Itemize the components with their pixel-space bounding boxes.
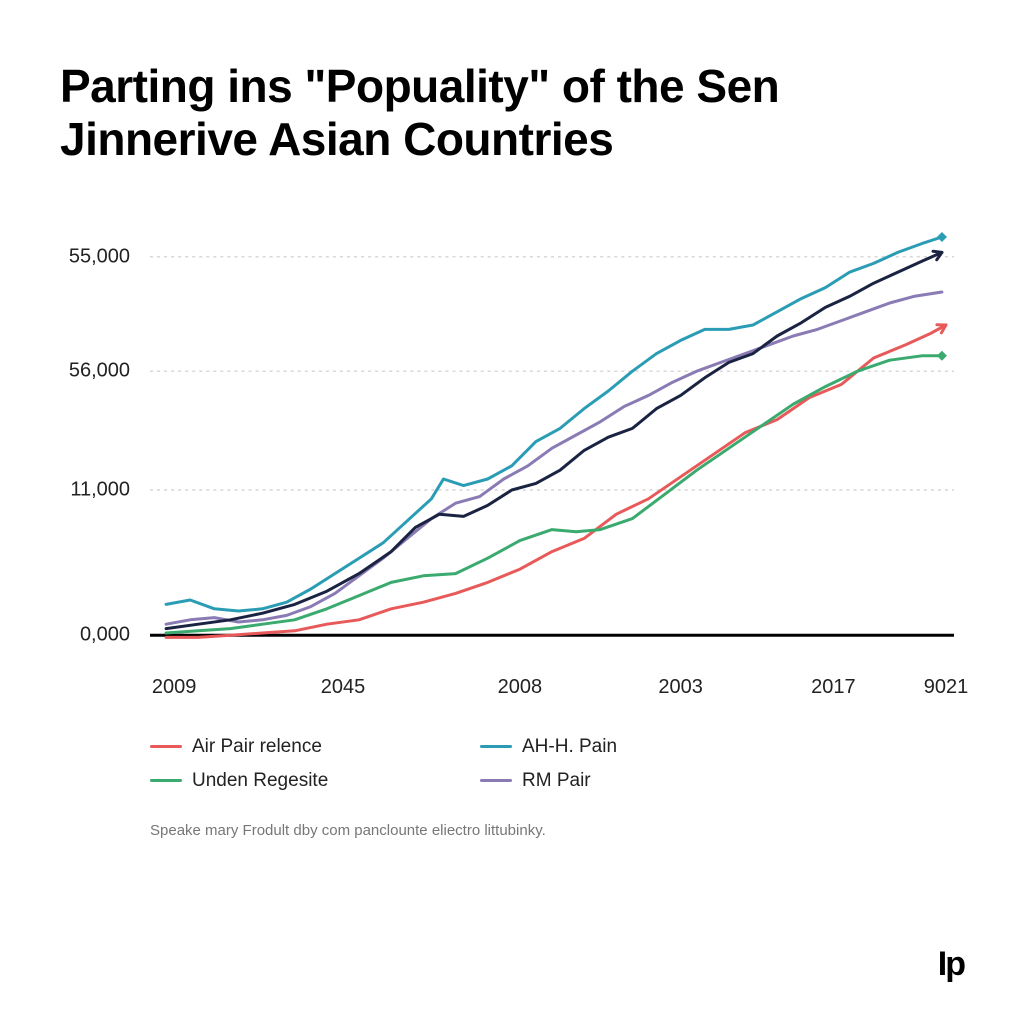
legend-item: Unden Regesite bbox=[150, 770, 420, 792]
chart-title: Parting ins "Popuality" of the Sen Jinne… bbox=[60, 60, 964, 166]
y-tick-label: 0,000 bbox=[80, 623, 130, 646]
legend-swatch bbox=[480, 779, 512, 782]
logo: Ip bbox=[938, 945, 964, 984]
legend-item: AH-H. Pain bbox=[480, 736, 750, 758]
legend-swatch bbox=[480, 745, 512, 748]
x-tick-label: 9021 bbox=[924, 676, 969, 699]
x-tick-label: 2008 bbox=[498, 676, 543, 699]
legend-swatch bbox=[150, 745, 182, 748]
legend-label: Air Pair relence bbox=[192, 736, 322, 758]
x-tick-label: 2045 bbox=[321, 676, 366, 699]
y-tick-label: 55,000 bbox=[69, 245, 130, 268]
footer-note: Speake mary Frodult dby com panclounte e… bbox=[150, 822, 964, 839]
legend-label: Unden Regesite bbox=[192, 770, 328, 792]
legend-label: RM Pair bbox=[522, 770, 591, 792]
plot-area bbox=[150, 226, 954, 666]
legend-item: RM Pair bbox=[480, 770, 750, 792]
legend-swatch bbox=[150, 779, 182, 782]
legend-label: AH-H. Pain bbox=[522, 736, 617, 758]
x-tick-label: 2003 bbox=[658, 676, 703, 699]
x-tick-label: 2009 bbox=[152, 676, 197, 699]
legend: Air Pair relence AH-H. Pain Unden Regesite… bbox=[150, 736, 750, 792]
chart-svg bbox=[150, 226, 954, 666]
chart-area: 55,000 56,000 11,000 0,000 2009 2045 2008 2003… bbox=[60, 226, 964, 706]
legend-item: Air Pair relence bbox=[150, 736, 420, 758]
y-tick-label: 56,000 bbox=[69, 359, 130, 382]
y-axis-labels: 55,000 56,000 11,000 0,000 bbox=[60, 226, 140, 706]
x-tick-label: 2017 bbox=[811, 676, 856, 699]
y-tick-label: 11,000 bbox=[70, 478, 130, 501]
x-axis-labels: 200920452008200320179021 bbox=[150, 676, 954, 706]
